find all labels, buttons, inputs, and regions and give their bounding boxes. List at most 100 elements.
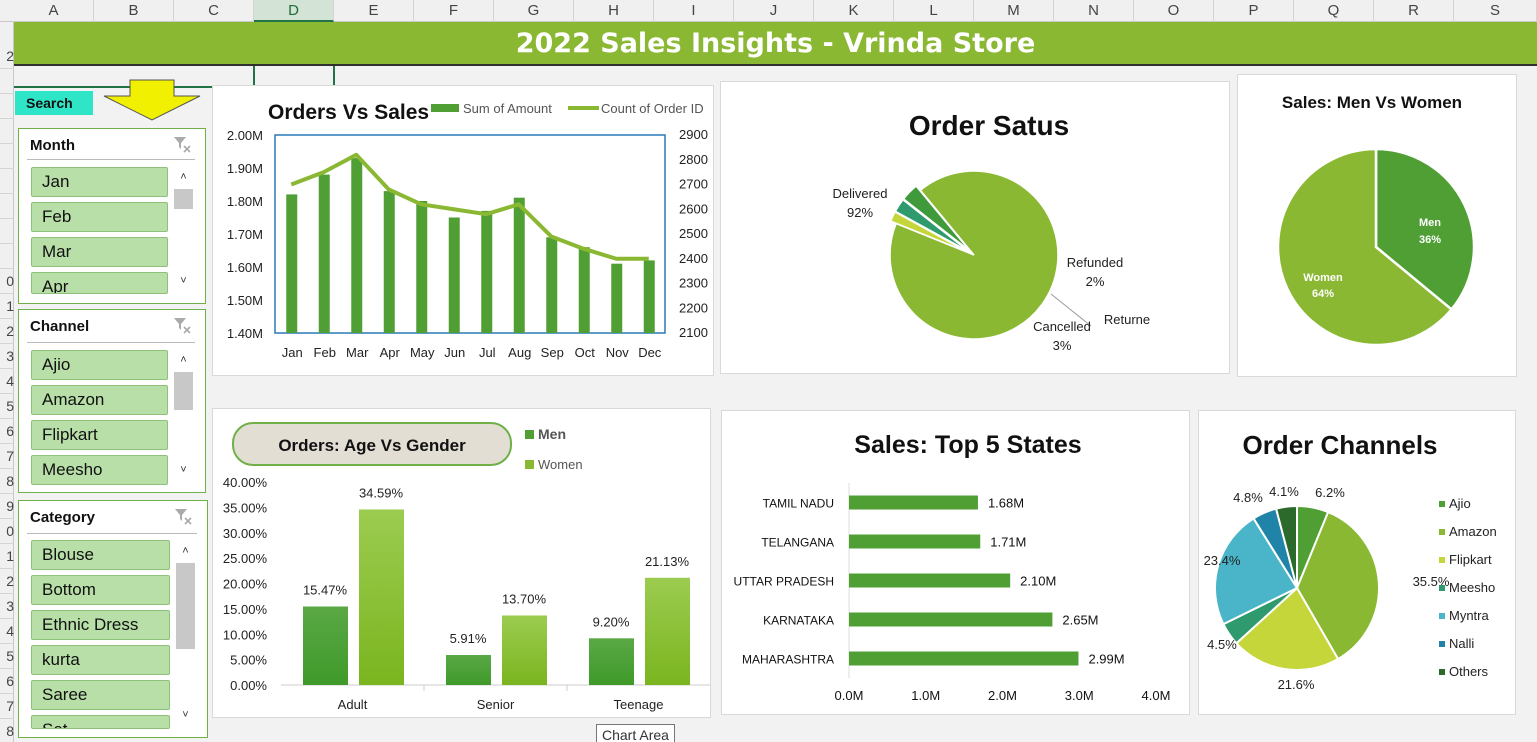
slicer-item-mar[interactable]: Mar <box>31 237 168 267</box>
row-header[interactable] <box>0 169 14 194</box>
row-header[interactable]: 0 <box>0 269 14 294</box>
row-header[interactable]: 5 <box>0 644 14 669</box>
row-header[interactable]: 4 <box>0 369 14 394</box>
column-header-q[interactable]: Q <box>1294 0 1374 22</box>
legend-swatch <box>1439 585 1445 591</box>
row-header[interactable]: 3 <box>0 344 14 369</box>
column-header-l[interactable]: L <box>894 0 974 22</box>
row-header[interactable]: 0 <box>0 519 14 544</box>
row-header[interactable] <box>0 94 14 119</box>
row-header[interactable]: 2 <box>0 319 14 344</box>
column-header-h[interactable]: H <box>574 0 654 22</box>
slicer-scrollbar[interactable]: ˄ ˅ <box>174 352 193 480</box>
bar-jan <box>286 194 297 333</box>
clear-filter-icon[interactable] <box>172 316 192 334</box>
age-vs-gender-chart[interactable]: Orders: Age Vs Gender Men Women 40.00% 35.00… <box>212 408 711 718</box>
row-header[interactable]: 1 <box>0 294 14 319</box>
slicer-item-amazon[interactable]: Amazon <box>31 385 168 415</box>
slicer-item-ajio[interactable]: Ajio <box>31 350 168 380</box>
row-header[interactable]: 7 <box>0 444 14 469</box>
row-header[interactable] <box>0 119 14 144</box>
row-header[interactable] <box>0 244 14 269</box>
x-tick-label: Feb <box>314 345 336 360</box>
scroll-down-icon[interactable]: ˅ <box>176 707 195 723</box>
x-tick-label: Jul <box>479 345 496 360</box>
row-header[interactable] <box>0 219 14 244</box>
y-tick-label: 15.00% <box>223 602 268 617</box>
slicer-item-ethnic-dress[interactable]: Ethnic Dress <box>31 610 170 640</box>
row-header[interactable]: 8 <box>0 719 14 742</box>
scroll-down-icon[interactable]: ˅ <box>174 462 193 478</box>
bar-tamil-nadu <box>849 496 978 510</box>
scroll-thumb[interactable] <box>174 372 193 410</box>
slicer-item-flipkart[interactable]: Flipkart <box>31 420 168 450</box>
month-slicer[interactable]: Month Jan Feb Mar Apr ˄ ˅ <box>18 128 206 304</box>
scroll-up-icon[interactable]: ˄ <box>174 169 193 185</box>
order-channels-chart[interactable]: Order Channels 6.2% Ajio 35.5% Amazon 21.6% Fl… <box>1198 410 1516 715</box>
data-label: 1.71M <box>990 535 1026 550</box>
row-header[interactable]: 6 <box>0 419 14 444</box>
column-header-s[interactable]: S <box>1454 0 1537 22</box>
column-header-g[interactable]: G <box>494 0 574 22</box>
scroll-down-icon[interactable]: ˅ <box>174 273 193 289</box>
slicer-item-set[interactable]: Set <box>31 715 170 729</box>
orders-vs-sales-chart[interactable]: Orders Vs Sales Sum of Amount Count of Ord… <box>212 85 714 376</box>
column-header-f[interactable]: F <box>414 0 494 22</box>
slicer-item-saree[interactable]: Saree <box>31 680 170 710</box>
column-header-e[interactable]: E <box>334 0 414 22</box>
slicer-item-feb[interactable]: Feb <box>31 202 168 232</box>
column-header-a[interactable]: A <box>14 0 94 22</box>
scroll-up-icon[interactable]: ˄ <box>176 543 195 559</box>
legend-swatch <box>1439 557 1445 563</box>
column-header-b[interactable]: B <box>94 0 174 22</box>
row-headers[interactable]: 201234567890123456789 <box>0 22 14 742</box>
column-header-o[interactable]: O <box>1134 0 1214 22</box>
men-vs-women-chart[interactable]: Sales: Men Vs Women Men 36% Women 64% <box>1237 74 1517 377</box>
count-line <box>291 155 649 259</box>
slicer-item-meesho[interactable]: Meesho <box>31 455 168 485</box>
clear-filter-icon[interactable] <box>173 507 193 525</box>
slicer-item-apr[interactable]: Apr <box>31 272 168 294</box>
category-slicer[interactable]: Category Blouse Bottom Ethnic Dress kurt… <box>18 500 208 738</box>
slicer-item-jan[interactable]: Jan <box>31 167 168 197</box>
legend-label: Myntra <box>1449 608 1490 623</box>
top-5-states-chart[interactable]: Sales: Top 5 States TAMIL NADU 1.68M TELANG… <box>721 410 1190 715</box>
legend-label: Nalli <box>1449 636 1474 651</box>
column-header-m[interactable]: M <box>974 0 1054 22</box>
column-header-i[interactable]: I <box>654 0 734 22</box>
row-header[interactable]: 9 <box>0 494 14 519</box>
clear-filter-icon[interactable] <box>172 135 192 153</box>
row-header[interactable]: 2 <box>0 569 14 594</box>
bar-men-senior <box>446 655 491 685</box>
scroll-thumb[interactable] <box>176 563 195 649</box>
row-header[interactable]: 8 <box>0 469 14 494</box>
slicer-item-bottom[interactable]: Bottom <box>31 575 170 605</box>
column-header-n[interactable]: N <box>1054 0 1134 22</box>
row-header[interactable]: 4 <box>0 619 14 644</box>
row-header[interactable]: 1 <box>0 544 14 569</box>
row-header[interactable] <box>0 194 14 219</box>
row-header[interactable] <box>0 69 14 94</box>
column-header-p[interactable]: P <box>1214 0 1294 22</box>
row-header[interactable]: 7 <box>0 694 14 719</box>
scroll-thumb[interactable] <box>174 189 193 209</box>
row-header[interactable] <box>0 144 14 169</box>
column-header-k[interactable]: K <box>814 0 894 22</box>
column-header-c[interactable]: C <box>174 0 254 22</box>
slicer-scrollbar[interactable]: ˄ ˅ <box>176 543 195 725</box>
scroll-up-icon[interactable]: ˄ <box>174 352 193 368</box>
column-header-j[interactable]: J <box>734 0 814 22</box>
slicer-scrollbar[interactable]: ˄ ˅ <box>174 169 193 291</box>
order-status-chart[interactable]: Order Satus Delivered 92% Refunded 2% Returne… <box>720 81 1230 374</box>
row-header[interactable]: 3 <box>0 594 14 619</box>
row-header[interactable]: 2 <box>0 44 14 69</box>
y-tick-label: 1.50M <box>227 293 263 308</box>
row-header[interactable]: 5 <box>0 394 14 419</box>
column-header-d[interactable]: D <box>254 0 334 22</box>
channel-slicer[interactable]: Channel Ajio Amazon Flipkart Meesho ˄ ˅ <box>18 309 206 493</box>
slicer-item-kurta[interactable]: kurta <box>31 645 170 675</box>
row-header[interactable]: 6 <box>0 669 14 694</box>
column-header-r[interactable]: R <box>1374 0 1454 22</box>
slicer-item-blouse[interactable]: Blouse <box>31 540 170 570</box>
